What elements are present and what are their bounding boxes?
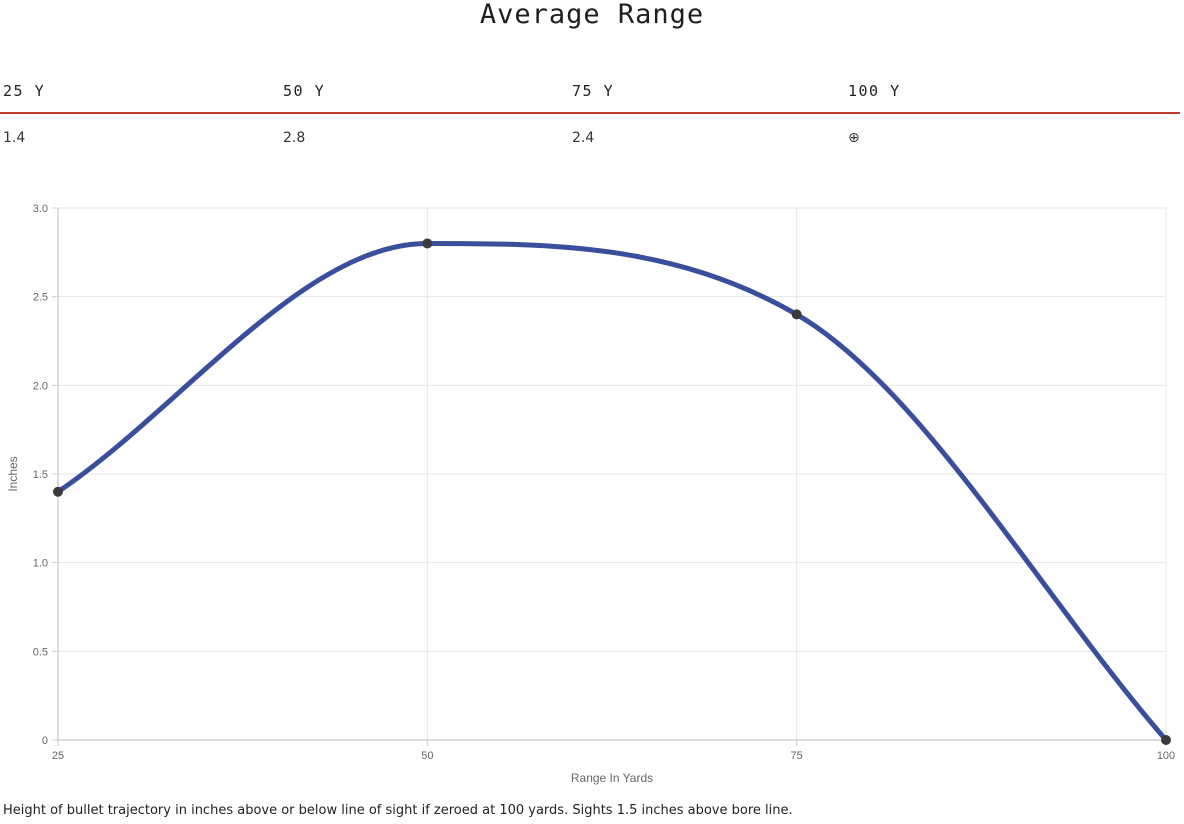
- series-line: [55, 240, 1169, 743]
- y-tick-label: 1.0: [33, 558, 48, 570]
- chart-axes: 0 0.5 1.0 1.5 2.0 2.5 3.0 25 50 75 100: [33, 203, 1175, 762]
- range-value-25: 1.4: [3, 130, 26, 146]
- chart-series: [55, 240, 1169, 743]
- y-tick-label: 2.0: [33, 380, 48, 392]
- x-tick-label: 100: [1157, 750, 1175, 762]
- x-tick-label: 25: [52, 750, 64, 762]
- chart-points: [53, 238, 1171, 745]
- y-tick-label: 3.0: [33, 203, 48, 215]
- range-header-row: 25 Y 50 Y 75 Y 100 Y: [0, 78, 1180, 114]
- chart-caption: Height of bullet trajectory in inches ab…: [3, 803, 793, 818]
- range-table: 25 Y 50 Y 75 Y 100 Y 1.4 2.8 2.4 ⊕: [0, 78, 1180, 154]
- trajectory-chart: 0 0.5 1.0 1.5 2.0 2.5 3.0 25 50 75 100 Inches Rang…: [0, 190, 1184, 790]
- y-tick-label: 0.5: [33, 646, 48, 658]
- crosshair-icon: ⊕: [848, 130, 860, 146]
- y-tick-label: 2.5: [33, 292, 48, 304]
- range-header-75: 75 Y: [572, 82, 615, 100]
- x-tick-label: 75: [791, 750, 803, 762]
- data-point[interactable]: [1161, 735, 1171, 745]
- y-tick-label: 1.5: [33, 469, 48, 481]
- range-header-100: 100 Y: [848, 82, 901, 100]
- data-point[interactable]: [791, 309, 802, 320]
- range-header-50: 50 Y: [283, 82, 326, 100]
- range-value-75: 2.4: [572, 130, 595, 146]
- x-tick-label: 50: [421, 750, 433, 762]
- y-axis-title: Inches: [6, 456, 20, 491]
- chart-canvas: 0 0.5 1.0 1.5 2.0 2.5 3.0 25 50 75 100 Inches Rang…: [6, 203, 1175, 785]
- page-title: Average Range: [479, 0, 705, 30]
- range-value-50: 2.8: [283, 130, 306, 146]
- data-point[interactable]: [422, 238, 433, 249]
- y-tick-label: 0: [42, 735, 48, 747]
- chart-grid: [57, 207, 1167, 741]
- range-header-25: 25 Y: [3, 82, 46, 100]
- range-value-row: 1.4 2.8 2.4 ⊕: [0, 114, 1180, 154]
- data-point[interactable]: [53, 486, 63, 497]
- x-axis-title: Range In Yards: [571, 771, 653, 785]
